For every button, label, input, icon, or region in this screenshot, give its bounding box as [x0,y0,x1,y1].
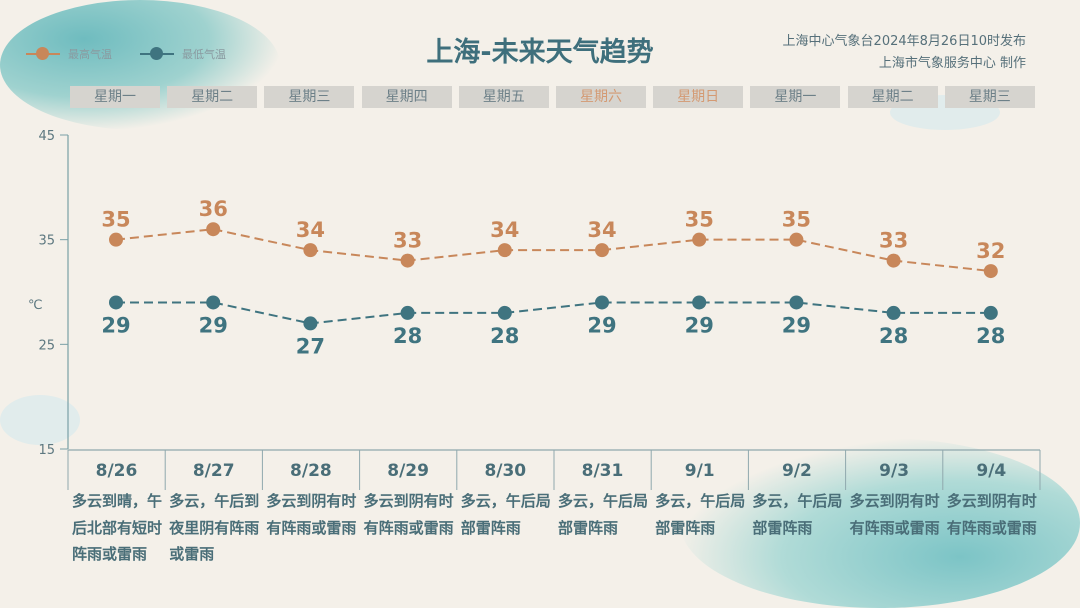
data-point [692,295,707,310]
date-label: 8/29 [387,461,429,481]
weekday-header: 星期二 [167,86,258,108]
data-point [400,305,415,320]
weather-description: 多云到阴有时有阵雨或雷雨 [266,492,357,537]
date-label: 8/31 [581,461,624,481]
weather-description: 多云到阴有时有阵雨或雷雨 [946,492,1037,537]
data-label: 34 [296,218,325,242]
weekday-header: 星期四 [361,86,452,108]
data-label: 33 [879,229,908,253]
date-label: 8/30 [484,461,527,481]
data-point [692,232,707,247]
data-label: 33 [393,229,422,253]
publisher-info: 上海中心气象台2024年8月26日10时发布 上海市气象服务中心 制作 [783,31,1026,75]
data-point [400,253,415,268]
data-label: 27 [296,334,325,358]
weather-description: 多云，午后局部雷阵雨 [558,492,649,537]
date-label: 8/27 [192,461,235,481]
weather-description: 多云，午后局部雷阵雨 [752,492,843,537]
page-title: 上海-未来天气趋势 [426,37,654,68]
date-label: 9/3 [879,461,910,481]
data-point [303,316,318,331]
producer-line: 上海市气象服务中心 制作 [878,56,1026,71]
ink-wash-decoration [0,0,280,130]
publish-line: 上海中心气象台2024年8月26日10时发布 [782,34,1026,49]
ink-wash-decoration [680,438,1080,608]
data-point [983,264,998,279]
data-label: 28 [490,324,519,348]
date-label: 9/1 [684,461,715,481]
legend-label: 最高气温 [68,48,112,61]
date-label: 9/4 [976,461,1007,481]
date-label: 8/28 [290,461,332,481]
data-point [886,253,901,268]
data-label: 29 [685,313,714,337]
legend-high: 最高气温 [26,46,112,62]
legend-label: 最低气温 [182,48,226,61]
weekday-header: 星期五 [458,86,549,108]
data-point [886,305,901,320]
data-label: 29 [199,313,228,337]
data-point [109,295,123,310]
data-label: 28 [879,324,908,348]
weekday-header: 星期日 [653,86,744,108]
legend-low: 最低气温 [140,46,226,62]
data-point [983,305,998,320]
weekday-header: 星期三 [264,86,355,108]
weather-description: 多云到晴，午后北部有短时阵雨或雷雨 [72,492,163,563]
data-label: 28 [976,324,1005,348]
weather-description: 多云，午后局部雷阵雨 [655,492,746,537]
data-label: 36 [199,197,228,221]
data-label: 34 [587,218,616,242]
data-label: 29 [101,313,130,337]
data-label: 35 [685,208,714,232]
cloud-decoration [0,395,80,445]
data-point [497,243,512,258]
data-label: 29 [587,313,616,337]
data-label: 29 [782,313,811,337]
data-point [109,232,123,247]
y-tick-label: 15 [38,443,55,458]
data-label: 28 [393,324,422,348]
data-label: 35 [782,208,811,232]
data-label: 35 [101,208,130,232]
y-unit-label: ℃ [28,298,43,313]
date-label: 9/2 [781,461,812,481]
weather-description: 多云，午后局部雷阵雨 [460,492,551,537]
weekday-header: 星期三 [944,86,1035,108]
data-point [789,232,804,247]
series-line-low [116,301,991,325]
weekday-header: 星期二 [847,86,938,108]
weather-description: 多云到阴有时有阵雨或雷雨 [849,492,940,537]
weekday-header: 星期一 [750,86,841,108]
data-point [789,295,804,310]
weather-description: 多云到阴有时有阵雨或雷雨 [363,492,454,537]
date-label: 8/26 [95,461,138,481]
data-point [595,295,609,310]
data-point [206,222,221,237]
data-point [303,243,318,258]
weekday-header: 星期一 [70,86,160,108]
data-point [595,243,609,258]
y-tick-label: 25 [38,338,55,353]
y-tick-label: 45 [38,129,55,144]
data-point [206,295,221,310]
series-line-high [115,228,991,273]
weather-description: 多云，午后到夜里阴有阵雨或雷雨 [169,492,260,563]
data-point [497,305,512,320]
data-label: 34 [490,218,519,242]
data-label: 32 [976,239,1005,263]
weekday-header: 星期六 [556,86,646,108]
y-tick-label: 35 [38,234,55,249]
